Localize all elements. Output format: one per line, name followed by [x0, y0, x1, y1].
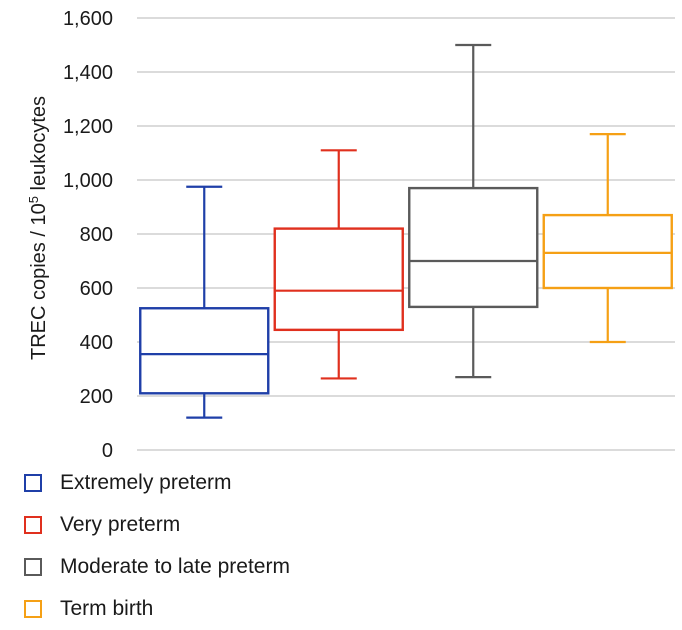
- legend-swatch: [24, 474, 42, 492]
- box-plot-chart: 0 200 400 600 800 1,000 1,200 1,400 1,600 TREC c…: [26, 8, 675, 462]
- y-tick-label: 1,400: [63, 62, 113, 84]
- legend-label: Extremely preterm: [60, 471, 232, 494]
- legend-label: Very preterm: [60, 513, 181, 536]
- box-extremely-preterm: [139, 185, 270, 419]
- y-tick-label: 1,000: [63, 170, 113, 192]
- box-term-birth: [542, 133, 673, 344]
- iqr-box: [408, 186, 539, 309]
- legend-label: Term birth: [60, 597, 154, 620]
- legend-item-term-birth: Term birth: [24, 588, 424, 630]
- legend-swatch: [24, 600, 42, 618]
- box-moderate-to-late-preterm: [408, 43, 539, 379]
- box-very-preterm: [273, 149, 404, 380]
- legend-item-moderate-to-late-preterm: Moderate to late preterm: [24, 546, 424, 588]
- y-axis-ticks: 0 200 400 600 800 1,000 1,200 1,400 1,600: [63, 8, 113, 462]
- y-tick-label: 200: [80, 386, 113, 408]
- legend-label: Moderate to late preterm: [60, 555, 290, 578]
- y-tick-label: 1,200: [63, 116, 113, 138]
- legend: Extremely preterm Very preterm Moderate …: [24, 462, 424, 630]
- y-tick-label: 0: [102, 440, 113, 462]
- y-axis-title: TREC copies / 105 leukocytes: [26, 96, 51, 360]
- legend-item-extremely-preterm: Extremely preterm: [24, 462, 424, 504]
- legend-swatch: [24, 516, 42, 534]
- y-tick-label: 400: [80, 332, 113, 354]
- y-tick-label: 600: [80, 278, 113, 300]
- iqr-box: [139, 307, 270, 395]
- boxes: [139, 43, 673, 419]
- legend-swatch: [24, 558, 42, 576]
- y-tick-label: 800: [80, 224, 113, 246]
- iqr-box: [542, 213, 673, 290]
- legend-item-very-preterm: Very preterm: [24, 504, 424, 546]
- iqr-box: [273, 227, 404, 332]
- y-tick-label: 1,600: [63, 8, 113, 30]
